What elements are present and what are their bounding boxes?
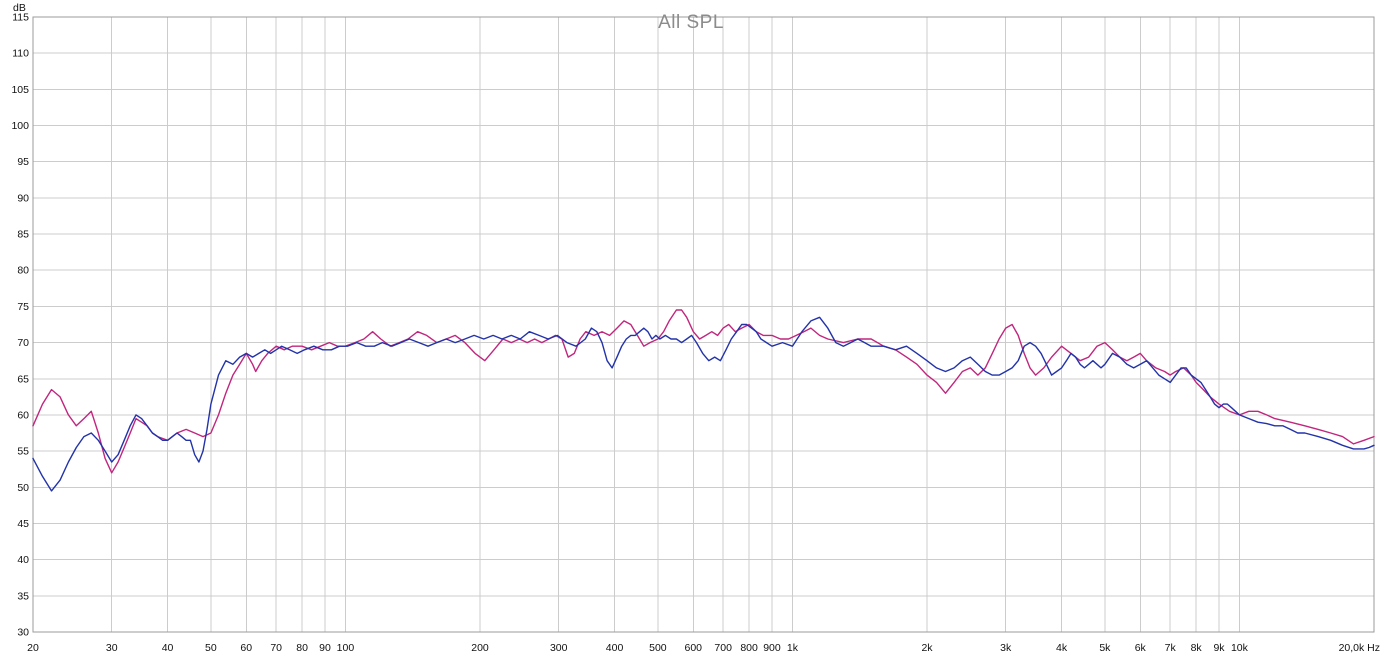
x-tick-labels: 20 30 40 50 60 70 80 90 100 200 300 400 500 600 700 800…: [27, 642, 1380, 654]
grid-lines: [32, 16, 1375, 633]
x-tick-label: 10k: [1231, 642, 1249, 654]
y-axis-unit-label: dB: [13, 2, 26, 14]
y-tick-label: 30: [17, 627, 29, 639]
x-tick-label: 500: [649, 642, 667, 654]
x-tick-label: 6k: [1135, 642, 1147, 654]
x-tick-label: 400: [606, 642, 624, 654]
x-tick-label: 1k: [787, 642, 799, 654]
x-tick-label: 300: [550, 642, 568, 654]
y-tick-label: 80: [17, 265, 29, 277]
x-tick-label: 80: [296, 642, 308, 654]
x-tick-label: 700: [714, 642, 732, 654]
series-line-spl-measurement-blue: [32, 316, 1375, 492]
y-tick-label: 55: [17, 446, 29, 458]
x-tick-label: 600: [685, 642, 703, 654]
x-tick-label: 90: [319, 642, 331, 654]
x-tick-label: 20,0k Hz: [1339, 642, 1380, 654]
plot-border: [32, 16, 1375, 633]
x-tick-label: 8k: [1191, 642, 1203, 654]
x-tick-label: 2k: [921, 642, 933, 654]
y-tick-label: 105: [11, 84, 29, 96]
x-tick-label: 100: [337, 642, 355, 654]
y-tick-label: 110: [12, 48, 29, 60]
y-tick-label: 60: [17, 409, 29, 421]
x-tick-label: 9k: [1213, 642, 1225, 654]
y-tick-label: 75: [17, 301, 29, 313]
x-tick-label: 50: [205, 642, 217, 654]
y-tick-label: 65: [17, 373, 29, 385]
y-tick-labels: 30 35 40 45 50 55 60 65 70 75 80 85 90 95 100 105 110 115: [11, 12, 29, 639]
y-tick-label: 90: [17, 192, 29, 204]
y-tick-label: 40: [17, 554, 29, 566]
x-tick-label: 30: [106, 642, 118, 654]
y-tick-label: 115: [12, 12, 29, 24]
y-tick-label: 45: [17, 518, 29, 530]
y-tick-label: 95: [17, 156, 29, 168]
x-tick-label: 20: [27, 642, 39, 654]
y-tick-label: 35: [17, 590, 29, 602]
x-tick-label: 5k: [1099, 642, 1111, 654]
x-tick-label: 7k: [1165, 642, 1177, 654]
x-tick-label: 4k: [1056, 642, 1068, 654]
x-tick-label: 40: [162, 642, 174, 654]
series-lines: [32, 309, 1375, 492]
x-tick-label: 200: [471, 642, 489, 654]
x-tick-label: 3k: [1000, 642, 1012, 654]
x-tick-label: 70: [270, 642, 282, 654]
y-tick-label: 100: [11, 120, 29, 132]
y-tick-label: 85: [17, 229, 29, 241]
x-tick-label: 800: [740, 642, 758, 654]
y-tick-label: 70: [17, 337, 29, 349]
x-tick-label: 60: [240, 642, 252, 654]
series-line-spl-measurement-magenta: [32, 309, 1375, 474]
x-tick-label: 900: [763, 642, 781, 654]
y-tick-label: 50: [17, 482, 29, 494]
